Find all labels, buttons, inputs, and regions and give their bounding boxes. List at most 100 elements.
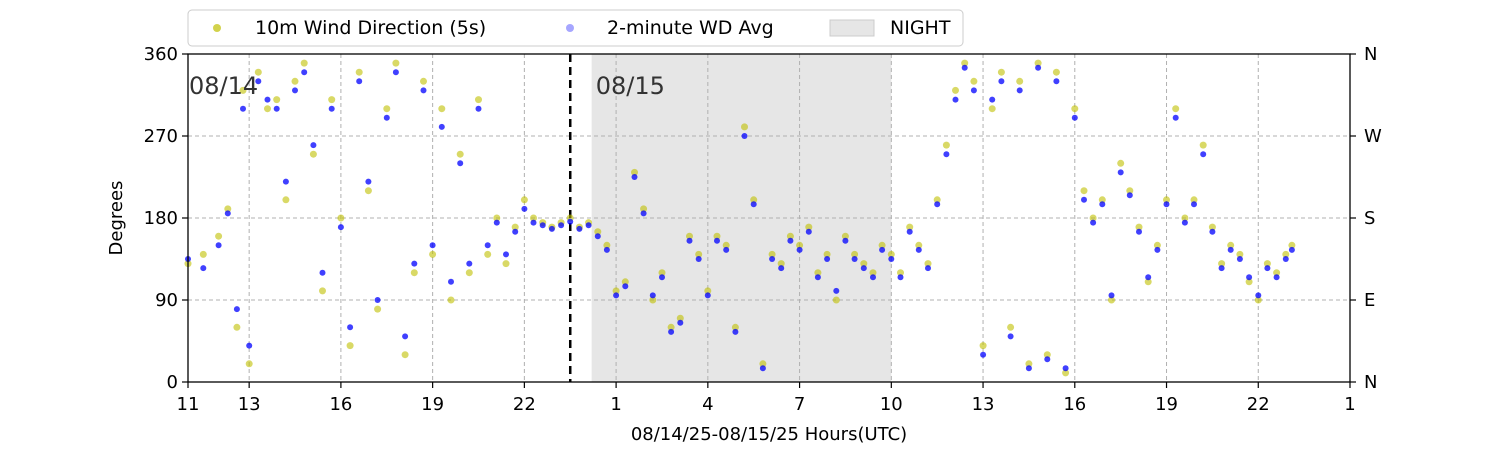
avg-direction-point [1264, 265, 1271, 272]
wind-direction-point [520, 196, 528, 204]
avg-direction-point [897, 274, 904, 281]
avg-direction-point [851, 256, 858, 262]
wind-direction-point [942, 141, 950, 149]
avg-direction-point [714, 237, 720, 244]
y-tick-label: 90 [155, 290, 178, 311]
wind-direction-point [1117, 159, 1125, 167]
wind-direction-point [676, 314, 684, 322]
avg-direction-point [925, 265, 931, 272]
wind-direction-point [291, 77, 299, 85]
avg-direction-point [1136, 228, 1142, 235]
avg-direction-point [603, 246, 610, 253]
wind-direction-point [1062, 369, 1070, 377]
wind-direction-point [805, 223, 813, 231]
avg-direction-point [356, 78, 363, 85]
wind-direction-point [420, 77, 427, 85]
avg-direction-point [558, 222, 565, 229]
x-tick-layer: 11 13 16 19 22 1 4 7 10 13 16 19 22 1 [177, 382, 1356, 415]
legend-label-night: NIGHT [890, 17, 951, 39]
avg-direction-point [1227, 246, 1234, 253]
legend-marker-wind-direction [213, 24, 221, 32]
wind-direction-point [979, 342, 987, 350]
x-tick-label: 19 [1155, 394, 1178, 415]
avg-direction-point [255, 78, 262, 85]
x-tick-label: 1 [610, 394, 621, 415]
legend-frame [187, 9, 964, 47]
avg-direction-point [668, 328, 675, 335]
y-tick-label: 270 [144, 126, 178, 147]
wind-direction-point [741, 123, 748, 131]
wind-direction-point [273, 96, 281, 104]
wind-direction-point [640, 205, 648, 213]
wind-direction-point [1254, 296, 1262, 304]
avg-direction-point [1071, 114, 1078, 121]
wind-direction-point [823, 250, 831, 258]
wind-direction-point [1016, 77, 1024, 85]
wind-direction-point [915, 241, 923, 249]
avg-direction-point [860, 265, 867, 272]
wind-direction-point [924, 260, 932, 268]
avg-direction-point [1090, 219, 1097, 226]
wind-direction-point [786, 232, 794, 240]
wind-direction-point [722, 241, 730, 249]
avg-direction-point [374, 297, 381, 303]
wind-direction-point [215, 232, 223, 240]
avg-direction-point [264, 96, 271, 103]
wind-direction-point [841, 232, 849, 240]
avg-direction-point [215, 242, 222, 249]
avg-direction-point [824, 256, 831, 262]
wind-direction-point [337, 214, 345, 222]
x-tick-label: 13 [972, 394, 995, 415]
avg-direction-point [970, 87, 977, 94]
wind-direction-point [245, 360, 253, 368]
wind-direction-point [1181, 214, 1189, 222]
wind-direction-point [768, 250, 776, 258]
avg-direction-point [548, 225, 555, 232]
legend-patch-night [829, 19, 875, 37]
avg-direction-point [695, 256, 702, 262]
avg-direction-point [438, 123, 445, 130]
wind-direction-point [1025, 360, 1033, 368]
date-label: 08/14 [189, 72, 258, 100]
avg-direction-point [915, 246, 922, 253]
wind-direction-point [1034, 59, 1042, 67]
avg-direction-point [200, 265, 207, 272]
avg-direction-point [759, 365, 766, 372]
avg-direction-point [310, 142, 317, 149]
legend-label-wind-direction: 10m Wind Direction (5s) [255, 17, 486, 39]
wind-direction-point [438, 105, 446, 113]
right-tick-label: E [1364, 290, 1375, 311]
wind-direction-point [897, 269, 904, 277]
x-tick-label: 7 [794, 394, 805, 415]
wind-direction-point [1282, 250, 1290, 258]
wind-direction-point [1126, 187, 1134, 195]
avg-direction-point [906, 228, 913, 235]
avg-direction-point [530, 219, 537, 226]
avg-direction-point [741, 133, 748, 139]
avg-direction-point [704, 292, 711, 299]
avg-direction-point [512, 228, 519, 235]
wind-direction-point [1144, 278, 1152, 286]
wind-direction-point [832, 296, 840, 304]
avg-direction-point [879, 246, 886, 253]
wind-direction-point [1208, 223, 1216, 231]
date-label: 08/15 [596, 72, 665, 100]
avg-direction-point [594, 233, 601, 240]
avg-direction-point [805, 228, 812, 235]
avg-direction-point [1117, 169, 1124, 176]
wind-direction-point [1153, 241, 1161, 249]
avg-direction-point [1209, 228, 1216, 235]
avg-direction-point [732, 328, 739, 335]
wind-direction-point [1108, 296, 1115, 304]
wind-direction-point [851, 250, 859, 258]
wind-direction-point [374, 305, 382, 313]
right-tick-label: W [1364, 126, 1382, 147]
wind-direction-point [309, 150, 317, 158]
wind-direction-point [401, 351, 409, 359]
avg-direction-point [631, 174, 638, 180]
avg-direction-point [273, 105, 280, 112]
wind-direction-point [869, 269, 877, 277]
avg-direction-point [457, 160, 464, 167]
wind-direction-point [603, 241, 611, 249]
wind-direction-point [447, 296, 455, 304]
